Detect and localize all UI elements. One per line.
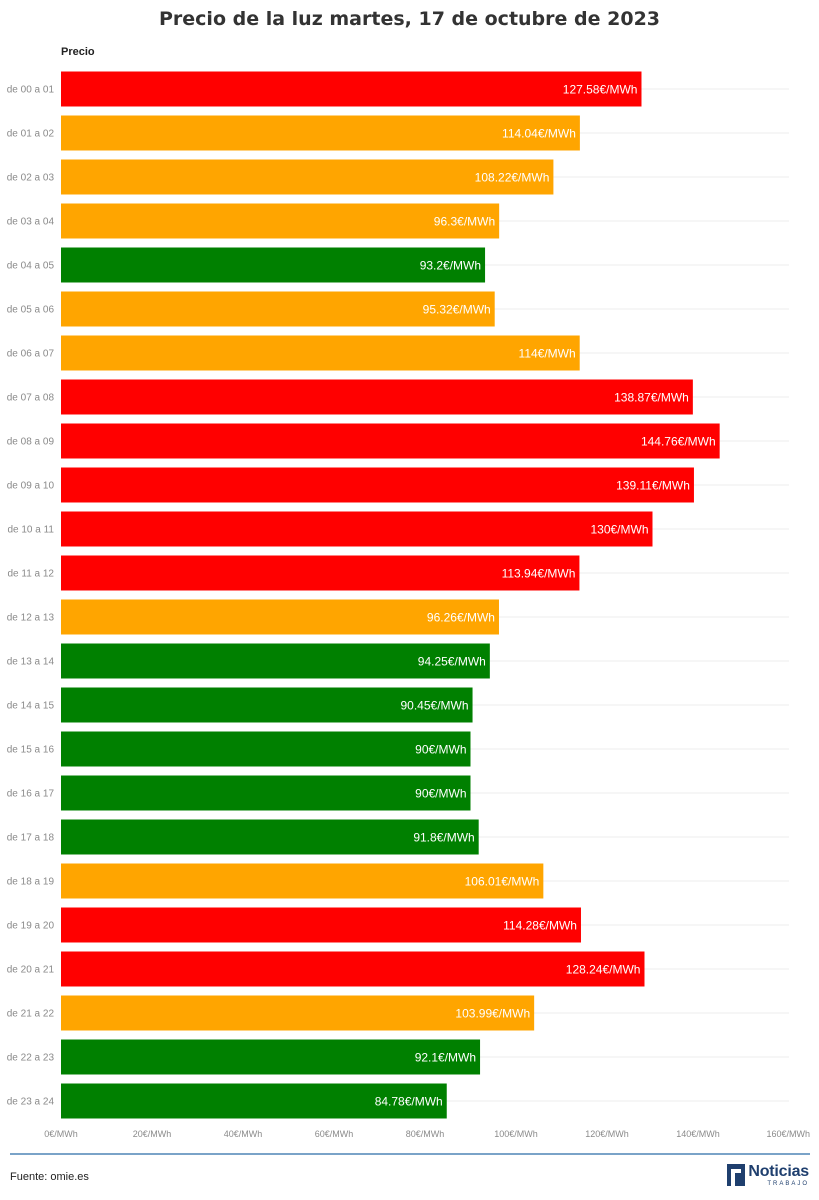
bar-value-label: 144.76€/MWh — [641, 435, 716, 449]
bar — [61, 159, 554, 195]
category-label: de 20 a 21 — [7, 965, 55, 976]
series-label: Precio — [61, 46, 95, 58]
bar-value-label: 84.78€/MWh — [375, 1095, 443, 1109]
x-tick-label: 160€/MWh — [766, 1129, 810, 1139]
x-tick-label: 80€/MWh — [406, 1129, 445, 1139]
bar-value-label: 114.28€/MWh — [503, 919, 577, 933]
category-label: de 05 a 06 — [7, 305, 55, 316]
bar — [61, 247, 486, 283]
chart-title: Precio de la luz martes, 17 de octubre d… — [158, 8, 661, 30]
bar-value-label: 106.01€/MWh — [465, 875, 540, 889]
category-label: de 11 a 12 — [7, 569, 54, 580]
bar — [61, 379, 693, 415]
bar — [61, 687, 473, 723]
bar-value-label: 128.24€/MWh — [566, 963, 641, 977]
category-label: de 08 a 09 — [7, 437, 55, 448]
bar — [61, 731, 471, 767]
category-label: de 21 a 22 — [7, 1009, 55, 1020]
x-tick-label: 20€/MWh — [133, 1129, 172, 1139]
category-labels: de 00 a 01 de 01 a 02 de 02 a 03 de 03 a 04… — [7, 85, 55, 1108]
source-note: Fuente: omie.es — [10, 1171, 89, 1183]
bar-chart: 127.58€/MWh 114.04€/MWh 108.22€/MWh 96.3€/M… — [7, 71, 810, 1139]
bar — [61, 203, 500, 239]
category-label: de 13 a 14 — [7, 657, 55, 668]
category-label: de 01 a 02 — [7, 129, 55, 140]
bar — [61, 775, 471, 811]
bar-value-label: 95.32€/MWh — [423, 303, 491, 317]
bar — [61, 291, 495, 327]
bar — [61, 555, 580, 591]
bar-value-label: 90€/MWh — [415, 743, 466, 757]
x-tick-label: 40€/MWh — [224, 1129, 263, 1139]
category-label: de 14 a 15 — [7, 701, 55, 712]
bar — [61, 335, 580, 371]
category-label: de 03 a 04 — [7, 217, 55, 228]
category-label: de 18 a 19 — [7, 877, 55, 888]
bar-value-label: 103.99€/MWh — [455, 1007, 530, 1021]
bar — [61, 643, 490, 679]
bar — [61, 467, 694, 503]
x-axis-ticks: 0€/MWh 20€/MWh 40€/MWh 60€/MWh 80€/MWh 100€/M… — [44, 1129, 810, 1139]
bar-value-label: 96.26€/MWh — [427, 611, 495, 625]
bar-value-label: 90€/MWh — [415, 787, 466, 801]
bar — [61, 1039, 481, 1075]
bar-value-label: 127.58€/MWh — [563, 83, 638, 97]
x-tick-label: 100€/MWh — [494, 1129, 538, 1139]
logo-subword: TRABAJO — [767, 1180, 809, 1187]
bar-layer: 127.58€/MWh 114.04€/MWh 108.22€/MWh 96.3€/M… — [61, 71, 720, 1119]
bar — [61, 995, 535, 1031]
bar — [61, 71, 642, 107]
category-label: de 22 a 23 — [7, 1053, 55, 1064]
category-label: de 19 a 20 — [7, 921, 55, 932]
bar-value-label: 113.94€/MWh — [502, 567, 576, 581]
x-tick-label: 120€/MWh — [585, 1129, 629, 1139]
category-label: de 06 a 07 — [7, 349, 55, 360]
x-tick-label: 140€/MWh — [676, 1129, 720, 1139]
bar — [61, 863, 544, 899]
logo-word: Noticias — [748, 1162, 809, 1180]
category-label: de 23 a 24 — [7, 1097, 55, 1108]
x-tick-label: 60€/MWh — [315, 1129, 354, 1139]
footer-divider — [10, 1153, 810, 1155]
bar — [61, 511, 653, 547]
bar-value-label: 139.11€/MWh — [616, 479, 690, 493]
bar-value-label: 91.8€/MWh — [413, 831, 474, 845]
bar-value-label: 108.22€/MWh — [475, 171, 550, 185]
bar-value-label: 93.2€/MWh — [420, 259, 481, 273]
bar-value-label: 94.25€/MWh — [418, 655, 486, 669]
category-label: de 16 a 17 — [7, 789, 55, 800]
bar — [61, 423, 720, 459]
bar — [61, 599, 499, 635]
grid-layer — [61, 88, 789, 1102]
bar — [61, 819, 479, 855]
category-label: de 17 a 18 — [7, 833, 55, 844]
bar — [61, 907, 581, 943]
logo-text: Noticias TRABAJO — [748, 1162, 809, 1187]
noticias-trabajo-logo: Noticias TRABAJO — [727, 1162, 809, 1188]
bar-value-label: 114€/MWh — [519, 347, 576, 361]
category-label: de 00 a 01 — [7, 85, 55, 96]
category-label: de 02 a 03 — [7, 173, 55, 184]
category-label: de 07 a 08 — [7, 393, 55, 404]
bar-value-label: 92.1€/MWh — [415, 1051, 476, 1065]
bar — [61, 1083, 447, 1119]
bar-value-label: 114.04€/MWh — [502, 127, 576, 141]
bar-value-label: 90.45€/MWh — [401, 699, 469, 713]
category-label: de 04 a 05 — [7, 261, 55, 272]
bar-value-label: 138.87€/MWh — [614, 391, 689, 405]
bar — [61, 115, 580, 151]
x-tick-label: 0€/MWh — [44, 1129, 78, 1139]
bar — [61, 951, 645, 987]
bar-value-label: 130€/MWh — [590, 523, 648, 537]
category-label: de 09 a 10 — [7, 481, 55, 492]
category-label: de 15 a 16 — [7, 745, 55, 756]
bar-value-label: 96.3€/MWh — [434, 215, 495, 229]
logo-mark-icon — [727, 1164, 746, 1186]
category-label: de 12 a 13 — [7, 613, 55, 624]
category-label: de 10 a 11 — [7, 525, 54, 536]
